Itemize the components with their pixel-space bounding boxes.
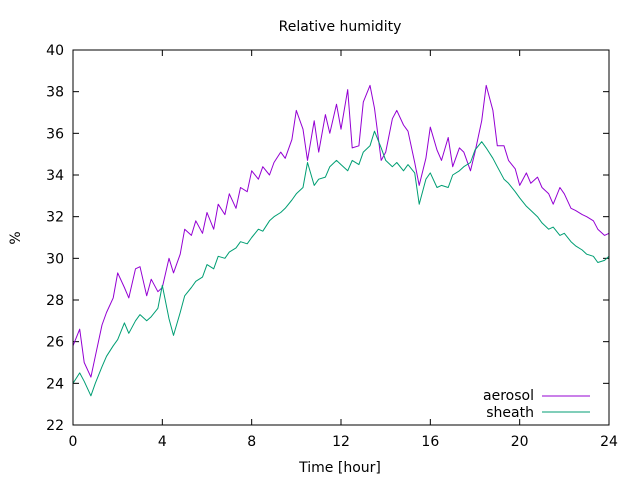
y-tick-label: 40 [46, 43, 64, 59]
y-tick-label: 22 [46, 418, 64, 434]
series-layer [72, 84, 610, 397]
x-tick-label: 8 [247, 434, 256, 450]
y-tick-label: 24 [46, 376, 64, 392]
y-tick-label: 38 [46, 85, 64, 101]
x-axis-ticks: 0 4 8 12 16 20 24 [69, 50, 618, 450]
legend: aerosol sheath [483, 388, 590, 421]
legend-label-aerosol: aerosol [483, 388, 534, 404]
x-tick-label: 24 [600, 434, 618, 450]
y-tick-label: 26 [46, 335, 64, 351]
plot-frame [72, 49, 610, 426]
legend-label-sheath: sheath [486, 405, 534, 421]
y-tick-label: 30 [46, 251, 64, 267]
x-tick-label: 4 [158, 434, 167, 450]
y-tick-label: 28 [46, 293, 64, 309]
x-axis-title: Time [hour] [298, 460, 381, 476]
y-tick-label: 36 [46, 126, 64, 142]
x-tick-label: 16 [421, 434, 439, 450]
x-tick-label: 20 [511, 434, 529, 450]
y-tick-label: 32 [46, 210, 64, 226]
y-tick-label: 34 [46, 168, 64, 184]
y-axis-ticks: 22 24 26 28 30 32 34 36 38 40 [46, 43, 609, 434]
series-line-aerosol [72, 84, 610, 378]
chart-title: Relative humidity [279, 19, 402, 35]
y-axis-title: % [8, 231, 24, 244]
x-tick-label: 0 [69, 434, 78, 450]
series-line-sheath [72, 130, 610, 397]
x-tick-label: 12 [332, 434, 350, 450]
